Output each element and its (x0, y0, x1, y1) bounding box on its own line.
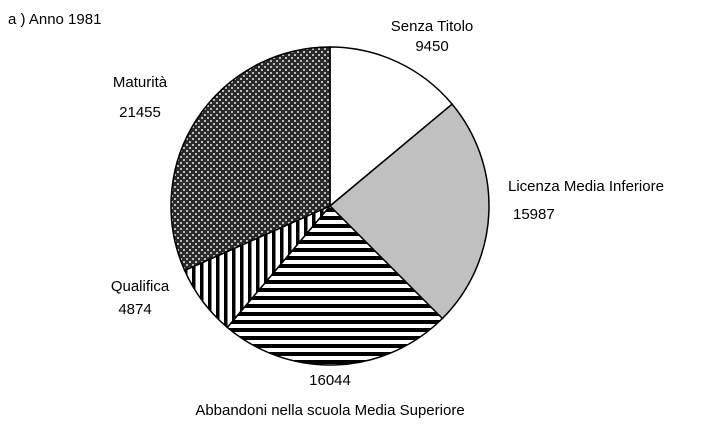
pie-slice (226, 204, 444, 366)
slice-value: 21455 (119, 104, 161, 121)
pie-slice (170, 46, 331, 272)
chart-title: a ) Anno 1981 (8, 11, 101, 28)
pie-slice (329, 46, 454, 208)
slice-label: Abbandoni nella scuola Media Superiore (195, 402, 464, 419)
pie-slice (328, 103, 490, 320)
slice-value: 4874 (118, 301, 151, 318)
slice-label: Maturità (113, 74, 168, 91)
slice-label: Senza Titolo (391, 18, 474, 35)
slice-label: Qualifica (111, 278, 170, 295)
slice-value: 15987 (513, 206, 555, 223)
slice-value: 16044 (309, 372, 351, 389)
slice-value: 9450 (415, 38, 448, 55)
slice-label: Licenza Media Inferiore (508, 178, 664, 195)
